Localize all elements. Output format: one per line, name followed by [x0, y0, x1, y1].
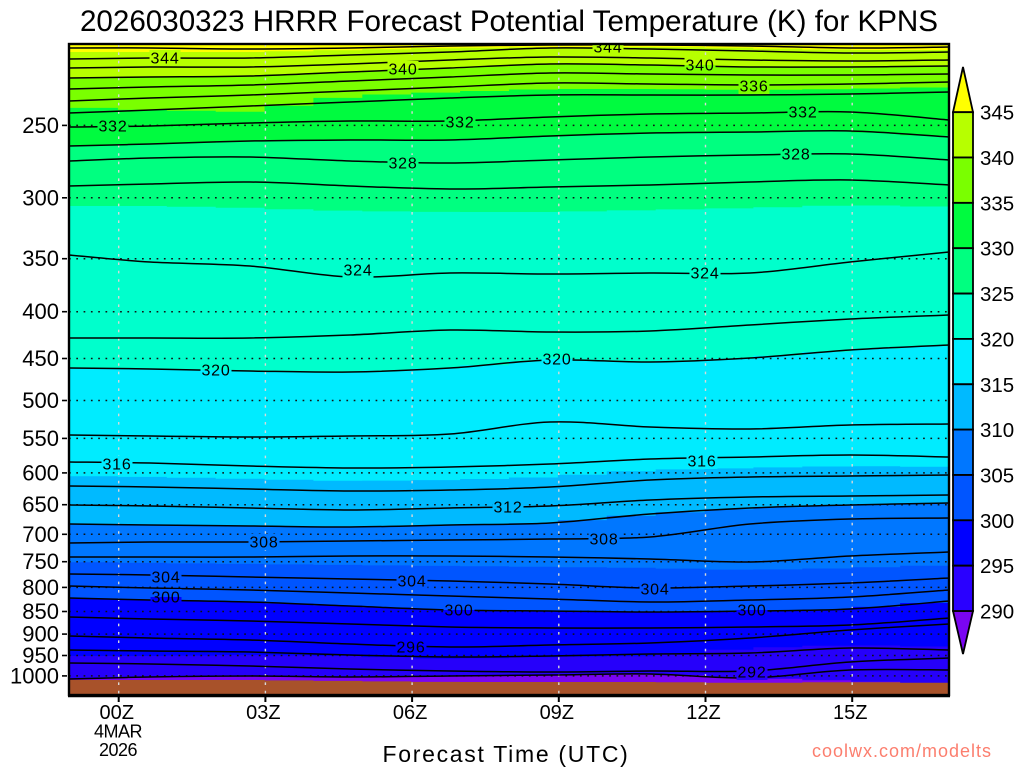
svg-text:335: 335: [980, 192, 1014, 215]
svg-text:300: 300: [980, 510, 1014, 533]
svg-text:312: 312: [493, 500, 522, 517]
svg-text:750: 750: [22, 549, 59, 574]
svg-text:300: 300: [22, 185, 59, 210]
svg-text:345: 345: [980, 102, 1014, 125]
svg-text:316: 316: [102, 457, 131, 474]
svg-text:295: 295: [980, 555, 1014, 578]
svg-text:2026030323 HRRR Forecast Poten: 2026030323 HRRR Forecast Potential Tempe…: [80, 5, 938, 38]
svg-text:344: 344: [593, 40, 622, 57]
svg-text:800: 800: [22, 575, 59, 600]
svg-text:Forecast Time (UTC): Forecast Time (UTC): [383, 741, 630, 767]
svg-text:340: 340: [388, 62, 417, 79]
svg-text:320: 320: [980, 328, 1014, 351]
svg-text:850: 850: [22, 599, 59, 624]
svg-text:350: 350: [22, 246, 59, 271]
svg-text:308: 308: [589, 532, 618, 549]
svg-text:12Z: 12Z: [686, 702, 720, 724]
svg-text:650: 650: [22, 492, 59, 517]
svg-text:344: 344: [150, 51, 179, 68]
svg-text:15Z: 15Z: [833, 702, 867, 724]
svg-text:2026: 2026: [99, 740, 138, 760]
svg-text:1000: 1000: [10, 663, 59, 688]
svg-text:600: 600: [22, 460, 59, 485]
svg-text:550: 550: [22, 426, 59, 451]
svg-text:00Z: 00Z: [99, 702, 133, 724]
svg-text:500: 500: [22, 388, 59, 413]
svg-text:340: 340: [980, 147, 1014, 170]
svg-text:324: 324: [343, 263, 372, 280]
svg-text:320: 320: [542, 352, 571, 369]
svg-text:292: 292: [737, 665, 766, 682]
svg-text:300: 300: [444, 603, 473, 620]
svg-text:950: 950: [22, 643, 59, 668]
svg-text:316: 316: [687, 454, 716, 471]
svg-text:320: 320: [201, 363, 230, 380]
svg-text:09Z: 09Z: [540, 702, 574, 724]
svg-text:336: 336: [739, 79, 768, 96]
svg-text:400: 400: [22, 299, 59, 324]
svg-text:332: 332: [445, 115, 474, 132]
svg-text:325: 325: [980, 283, 1014, 306]
svg-text:328: 328: [388, 156, 417, 173]
svg-text:4MAR: 4MAR: [94, 722, 143, 742]
svg-text:coolwx.com/modelts: coolwx.com/modelts: [812, 741, 992, 761]
svg-text:304: 304: [397, 574, 426, 591]
svg-text:332: 332: [98, 119, 127, 136]
svg-text:324: 324: [690, 266, 719, 283]
svg-text:330: 330: [980, 238, 1014, 261]
svg-text:340: 340: [685, 58, 714, 75]
svg-text:296: 296: [396, 640, 425, 657]
svg-text:305: 305: [980, 465, 1014, 488]
svg-text:315: 315: [980, 374, 1014, 397]
svg-text:300: 300: [737, 603, 766, 620]
svg-text:06Z: 06Z: [393, 702, 427, 724]
svg-text:304: 304: [151, 570, 180, 587]
svg-text:304: 304: [640, 582, 669, 599]
svg-text:290: 290: [980, 601, 1014, 624]
svg-text:700: 700: [22, 522, 59, 547]
svg-text:900: 900: [22, 622, 59, 647]
svg-text:328: 328: [781, 147, 810, 164]
svg-text:250: 250: [22, 113, 59, 138]
svg-text:308: 308: [249, 535, 278, 552]
svg-text:03Z: 03Z: [246, 702, 280, 724]
svg-text:300: 300: [151, 590, 180, 607]
svg-text:310: 310: [980, 419, 1014, 442]
svg-text:332: 332: [788, 105, 817, 122]
svg-text:450: 450: [22, 346, 59, 371]
